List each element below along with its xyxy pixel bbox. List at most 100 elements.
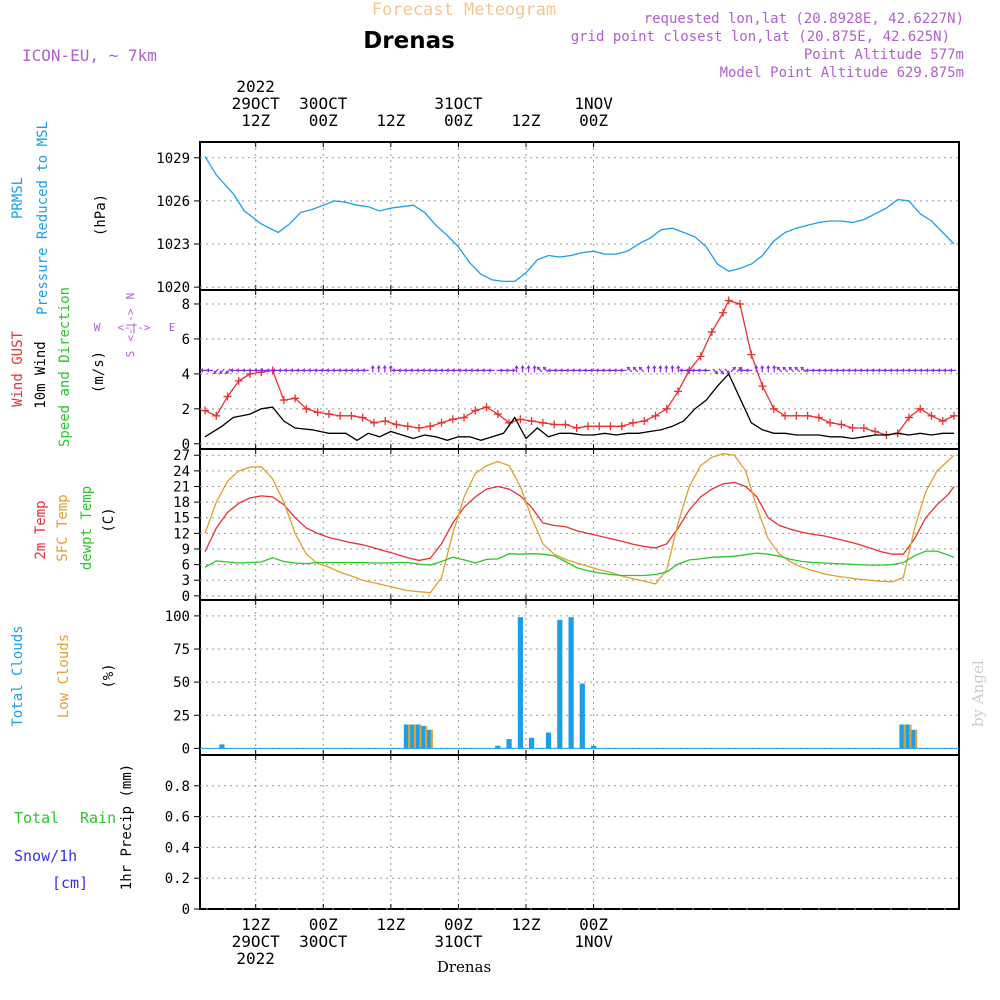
wind-series-wind-gust-marker (415, 424, 423, 433)
clouds-series-total-clouds-bar (545, 732, 552, 749)
wind-arrow-head (732, 366, 736, 371)
wind-arrow-head (835, 368, 839, 373)
wind-arrow-head (800, 366, 805, 371)
wind-arrow-head (283, 368, 287, 373)
wind-arrow-head (847, 368, 851, 373)
precip-ytick-label: 0.6 (165, 810, 190, 826)
temperature-ytick-label: 21 (173, 479, 190, 495)
wind-direction-arrow (670, 365, 675, 373)
wind-arrow-head (543, 366, 547, 371)
wind-arrow-head (253, 368, 257, 373)
wind-arrow-head (913, 368, 917, 373)
wind-arrow-head (301, 368, 305, 373)
wind-arrow-head (691, 368, 695, 373)
wind-direction-arrow (676, 365, 681, 373)
wind-arrow-head (766, 365, 771, 369)
compass-horizontal: <-|-> (117, 321, 150, 334)
clouds-series-total-clouds-bar (579, 683, 585, 749)
wind-series-wind-gust-marker (769, 404, 778, 413)
wind-direction-arrow (652, 365, 657, 373)
wind-series-wind-gust-marker (482, 403, 491, 412)
wind-direction-arrow (949, 368, 956, 373)
wind-arrow-head (469, 368, 473, 373)
wind-arrow-head (325, 368, 329, 373)
panel-wind: 0 2 4 6 8 (182, 289, 960, 453)
temperature-ytick-label: 27 (173, 448, 190, 464)
precip-ytick-label: 0.4 (165, 840, 190, 856)
wind-direction-arrow (253, 368, 261, 373)
wind-arrow-head (794, 366, 799, 371)
wind-direction-arrow (409, 368, 417, 373)
wind-direction-arrow (508, 368, 516, 373)
clouds-label-low: Low Clouds (56, 634, 72, 718)
wind-series-wind-gust-marker (848, 424, 857, 433)
wind-arrow-head (259, 368, 263, 373)
wind-direction-arrow (835, 368, 843, 373)
wind-direction-arrow (712, 368, 719, 375)
temperature-ytick-label: 3 (182, 573, 190, 589)
wind-direction-arrow (451, 368, 459, 373)
grid-point-coords: grid point closest lon,lat (20.875E, 42.… (571, 29, 950, 45)
wind-direction-arrow (626, 366, 633, 373)
wind-arrow-head (409, 368, 413, 373)
wind-direction-arrow (841, 368, 849, 373)
temperature-ytick-label: 15 (173, 511, 190, 527)
wind-direction-arrow (679, 368, 687, 373)
top-axis-label: 00Z (579, 111, 608, 130)
wind-series-wind-gust-marker (696, 352, 705, 361)
wind-arrow-head (739, 368, 743, 373)
wind-direction-arrow (526, 365, 531, 373)
bottom-axis-label: 00Z (579, 915, 608, 934)
wind-direction-arrow (745, 368, 753, 373)
wind-arrow-head (823, 368, 827, 373)
wind-direction-arrow (853, 368, 861, 373)
wind-arrow-head (632, 366, 637, 371)
clouds-series-total-clouds-bar (899, 724, 905, 749)
panel-pressure: 1020 1023 1026 1029 (156, 141, 960, 296)
wind-unit: (m/s) (91, 351, 107, 393)
wind-direction-arrow (766, 365, 771, 373)
wind-arrow-head (213, 370, 218, 374)
wind-series-wind-gust-marker (493, 410, 502, 419)
super-title: Forecast Meteogram (372, 0, 556, 20)
bottom-axis-label: 1NOV (574, 932, 613, 951)
wind-arrow-head (445, 368, 449, 373)
wind-series-wind-gust-marker (781, 411, 790, 420)
wind-arrow-head (487, 368, 491, 373)
wind-direction-arrow (475, 368, 483, 373)
wind-direction-arrow (658, 365, 663, 373)
wind-series-wind-gust-marker (369, 418, 378, 427)
point-altitude: Point Altitude 577m (804, 47, 964, 63)
clouds-frame (199, 599, 960, 756)
wind-direction-arrow (200, 368, 207, 373)
wind-arrow-head (919, 368, 923, 373)
wind-direction-arrow (577, 368, 585, 373)
wind-direction-arrow (427, 368, 435, 373)
temperature-ytick-label: 9 (182, 542, 190, 558)
wind-ytick-label: 8 (182, 297, 190, 313)
wind-arrow-head (565, 368, 569, 373)
temp-unit: (C) (101, 507, 117, 532)
pressure-series-0-line (204, 156, 955, 283)
wind-label-gust: Wind GUST (10, 331, 26, 407)
wind-series-wind-gust-marker (651, 411, 660, 420)
wind-direction-arrow (259, 368, 267, 373)
wind-direction-arrow (776, 366, 783, 373)
temperature-ytick-label: 18 (173, 495, 190, 511)
clouds-series-total-clouds-bar (495, 745, 501, 749)
clouds-ytick-label: 0 (182, 741, 190, 757)
wind-series-wind-gust-marker (747, 350, 756, 359)
wind-arrow-head (589, 368, 593, 373)
wind-direction-arrow (391, 368, 399, 373)
wind-arrow-head (664, 365, 669, 369)
wind-arrow-head (463, 368, 467, 373)
clouds-series-total-clouds-bar (219, 744, 225, 749)
wind-direction-arrow (219, 368, 225, 375)
wind-direction-arrow (319, 368, 327, 373)
wind-arrow-head (241, 368, 245, 373)
requested-coords: requested lon,lat (20.8928E, 42.6227N) (644, 11, 964, 27)
clouds-ytick-label: 25 (173, 708, 190, 724)
temperature-ytick-label: 6 (182, 558, 190, 574)
wind-direction-arrow (361, 368, 369, 373)
